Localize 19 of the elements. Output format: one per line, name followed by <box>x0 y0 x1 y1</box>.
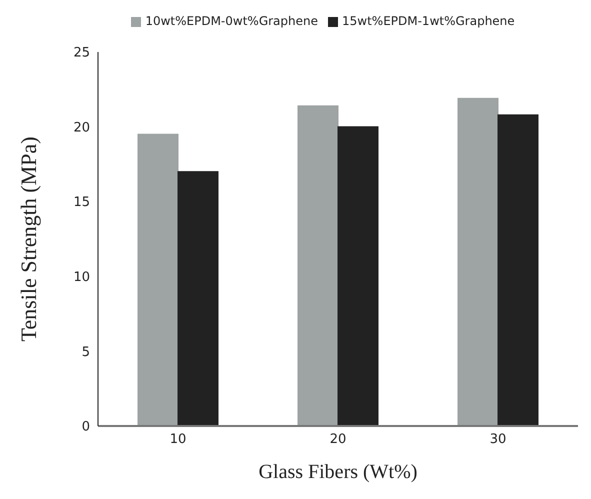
bar <box>498 114 538 426</box>
bar <box>338 126 378 426</box>
bar <box>458 98 498 426</box>
y-tick-label: 5 <box>82 344 90 360</box>
bar <box>178 171 218 426</box>
x-tick-label: 30 <box>490 432 506 448</box>
y-tick-label: 25 <box>73 46 90 61</box>
x-tick-label: 10 <box>170 432 186 448</box>
legend-label: 15wt%EPDM-1wt%Graphene <box>342 14 515 28</box>
y-axis-title: Tensile Strength (MPa) <box>16 136 41 342</box>
x-tick-label: 20 <box>330 432 346 448</box>
bar <box>298 105 338 426</box>
y-tick-label: 15 <box>73 195 90 210</box>
y-tick-label: 20 <box>73 120 90 136</box>
bar <box>138 134 178 426</box>
y-tick-label: 0 <box>82 420 90 435</box>
y-tick-label: 10 <box>73 270 90 286</box>
legend-label: 10wt%EPDM-0wt%Graphene <box>145 14 318 28</box>
x-axis-title: Glass Fibers (Wt%) <box>258 461 418 483</box>
